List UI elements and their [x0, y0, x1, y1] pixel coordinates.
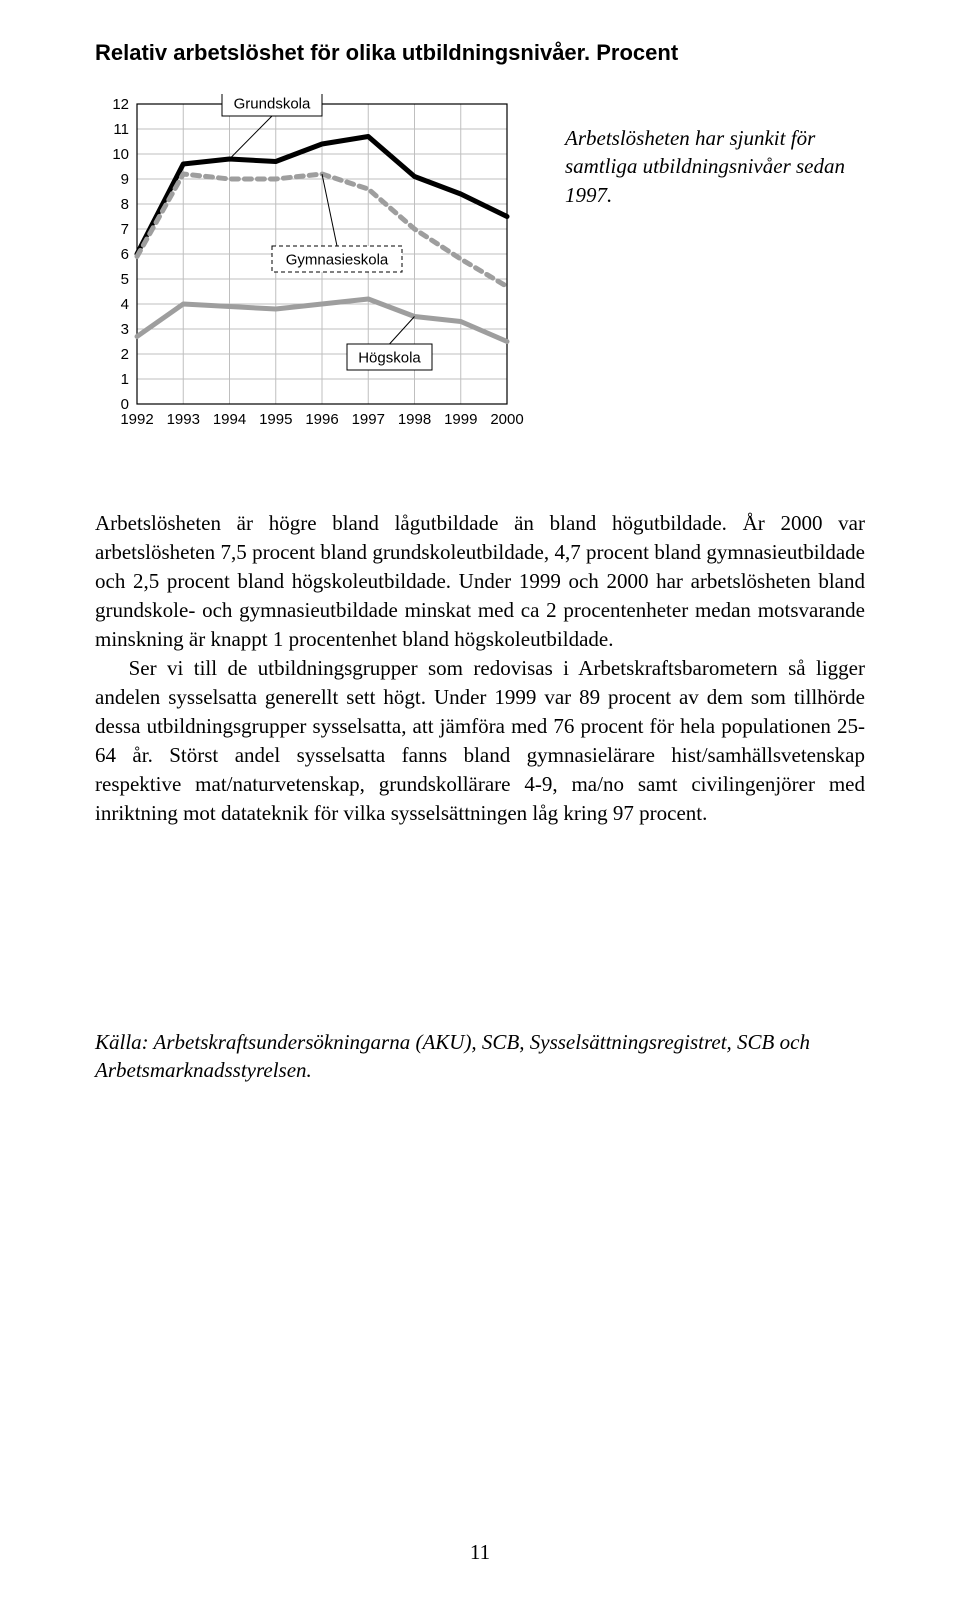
svg-text:5: 5 [121, 271, 129, 288]
svg-text:3: 3 [121, 321, 129, 338]
svg-text:10: 10 [112, 146, 129, 163]
svg-text:1997: 1997 [352, 411, 385, 428]
svg-text:12: 12 [112, 96, 129, 113]
unemployment-chart: 0123456789101112199219931994199519961997… [95, 94, 535, 439]
body-paragraph-1: Arbetslösheten är högre bland lågutbilda… [95, 509, 865, 654]
chart-row: 0123456789101112199219931994199519961997… [95, 94, 865, 439]
svg-text:Gymnasieskola: Gymnasieskola [286, 251, 389, 268]
svg-text:4: 4 [121, 296, 129, 313]
svg-text:6: 6 [121, 246, 129, 263]
svg-text:11: 11 [113, 121, 129, 138]
svg-text:2: 2 [121, 346, 129, 363]
svg-text:9: 9 [121, 171, 129, 188]
svg-text:Högskola: Högskola [358, 349, 421, 366]
svg-text:1: 1 [121, 371, 129, 388]
svg-text:8: 8 [121, 196, 129, 213]
source-text: Källa: Arbetskraftsundersökningarna (AKU… [95, 1028, 865, 1085]
svg-text:Grundskola: Grundskola [234, 95, 311, 112]
page-title: Relativ arbetslöshet för olika utbildnin… [95, 40, 865, 66]
body-text: Arbetslösheten är högre bland lågutbilda… [95, 509, 865, 828]
svg-text:1996: 1996 [305, 411, 338, 428]
svg-text:7: 7 [121, 221, 129, 238]
svg-text:1998: 1998 [398, 411, 431, 428]
page-number: 11 [0, 1540, 960, 1565]
svg-text:2000: 2000 [490, 411, 523, 428]
svg-text:1999: 1999 [444, 411, 477, 428]
chart-caption: Arbetslösheten har sjunkit för samtliga … [565, 124, 845, 209]
body-paragraph-2: Ser vi till de utbildningsgrupper som re… [95, 654, 865, 828]
svg-text:1992: 1992 [120, 411, 153, 428]
svg-text:1995: 1995 [259, 411, 292, 428]
svg-text:1993: 1993 [167, 411, 200, 428]
svg-text:1994: 1994 [213, 411, 246, 428]
